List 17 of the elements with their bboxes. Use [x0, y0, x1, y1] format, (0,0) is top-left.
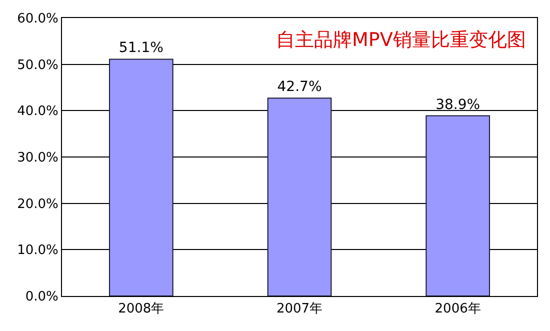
data-label: 51.1%: [118, 40, 164, 56]
y-tick-label: 30.0%: [17, 150, 58, 166]
bar: [426, 115, 490, 296]
text: 自主品牌MPV销量比重变化图: [276, 29, 526, 51]
y-tick-label: 40.0%: [17, 104, 58, 120]
bar: [109, 58, 174, 296]
x-tick-label: 2006年: [434, 302, 481, 317]
y-tick-label: 20.0%: [17, 196, 58, 212]
bar: [267, 98, 332, 296]
y-tick-label: 50.0%: [17, 58, 58, 73]
x-tick-label: 2007年: [276, 302, 323, 317]
y-tick-label: 10.0%: [17, 243, 58, 258]
data-label: 38.9%: [436, 96, 480, 113]
data-label: 42.7%: [277, 79, 322, 96]
y-tick-label: 0.0%: [25, 290, 58, 305]
x-tick-label: 2008年: [118, 302, 164, 317]
y-tick-label: 60.0%: [17, 12, 58, 27]
